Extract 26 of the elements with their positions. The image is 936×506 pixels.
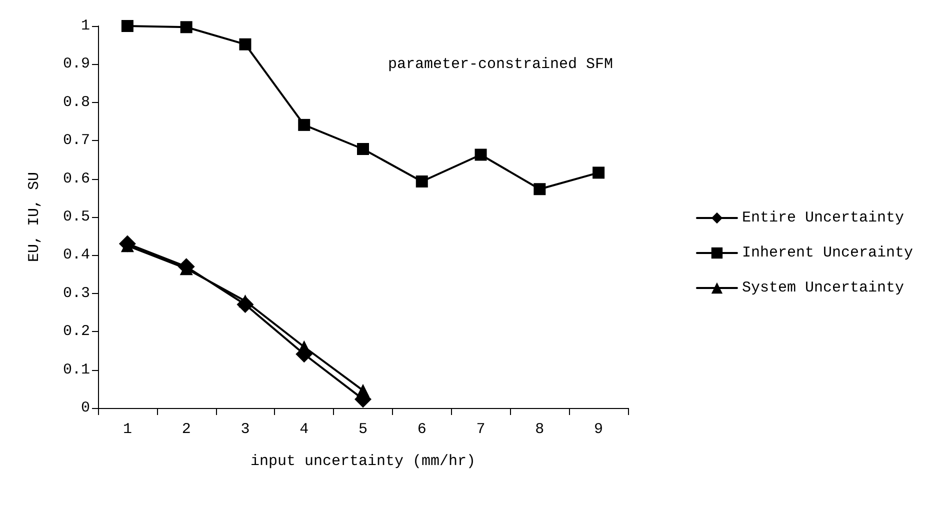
y-tick-label: 0.9 bbox=[62, 56, 90, 73]
y-tick-label: 0.7 bbox=[62, 132, 90, 150]
x-axis-title: input uncertainty (mm/hr) bbox=[250, 453, 476, 470]
y-tick-label: 0.3 bbox=[62, 284, 90, 302]
x-tick-label: 6 bbox=[417, 421, 426, 438]
y-tick-label: 0.4 bbox=[62, 246, 90, 264]
text: parameter-constrained SFM bbox=[388, 56, 614, 73]
y-axis-title: EU, IU, SU bbox=[26, 172, 43, 262]
x-tick-label: 8 bbox=[535, 421, 544, 438]
x-tick-label: 1 bbox=[122, 421, 132, 438]
x-tick-label: 3 bbox=[240, 421, 250, 438]
y-tick-label: 1 bbox=[80, 18, 90, 34]
y-tick-label: 0.8 bbox=[62, 94, 90, 111]
legend-label: System Uncertainty bbox=[742, 280, 904, 296]
legend-label: Entire Uncertainty bbox=[742, 210, 904, 226]
x-tick-label: 4 bbox=[300, 421, 309, 438]
y-tick-label: 0.1 bbox=[62, 361, 90, 378]
x-tick-label: 9 bbox=[594, 421, 604, 438]
x-tick-label: 7 bbox=[476, 421, 486, 438]
x-tick-label: 2 bbox=[182, 421, 191, 438]
y-tick-label: 0.6 bbox=[62, 170, 90, 188]
y-tick-label: 0 bbox=[80, 400, 90, 416]
legend-label: Inherent Uncerainty bbox=[742, 244, 914, 262]
x-tick-label: 5 bbox=[358, 421, 368, 438]
y-tick-label: 0.5 bbox=[62, 208, 90, 226]
y-tick-label: 0.2 bbox=[62, 323, 90, 340]
